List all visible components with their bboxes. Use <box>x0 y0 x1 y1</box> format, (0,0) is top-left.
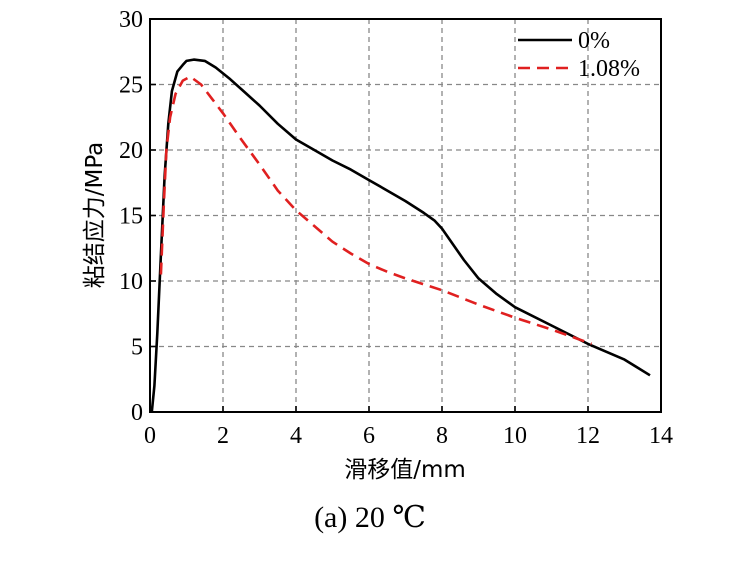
series-line-0pct <box>150 58 651 413</box>
series-line-1.08pct <box>159 75 593 346</box>
series-lines <box>150 58 651 413</box>
x-tick-label-0: 0 <box>144 423 156 449</box>
y-tick-label-20: 20 <box>119 138 143 164</box>
y-axis-title: 粘结应力/MPa <box>82 142 108 289</box>
axis-ticks: 0 2 4 6 8 10 12 14 0 5 10 15 20 25 30 <box>119 7 673 449</box>
y-tick-label-10: 10 <box>119 269 143 295</box>
x-tick-label-14: 14 <box>649 423 673 449</box>
legend-label-1.08pct: 1.08% <box>578 56 640 82</box>
grid-lines <box>150 19 661 412</box>
y-tick-label-30: 30 <box>119 7 143 33</box>
y-tick-label-25: 25 <box>119 73 143 99</box>
x-tick-label-2: 2 <box>217 423 229 449</box>
x-tick-label-4: 4 <box>290 423 302 449</box>
figure-caption: (a) 20 ℃ <box>314 501 426 534</box>
x-axis-title: 滑移值/mm <box>344 457 466 483</box>
x-tick-label-12: 12 <box>576 423 600 449</box>
x-tick-label-6: 6 <box>363 423 375 449</box>
legend-label-0pct: 0% <box>578 28 610 54</box>
y-tick-label-15: 15 <box>119 204 143 230</box>
y-tick-label-0: 0 <box>131 400 143 426</box>
y-tick-label-5: 5 <box>131 335 143 361</box>
x-tick-label-8: 8 <box>436 423 448 449</box>
x-tick-label-10: 10 <box>503 423 527 449</box>
legend: 0% 1.08% <box>518 28 640 82</box>
